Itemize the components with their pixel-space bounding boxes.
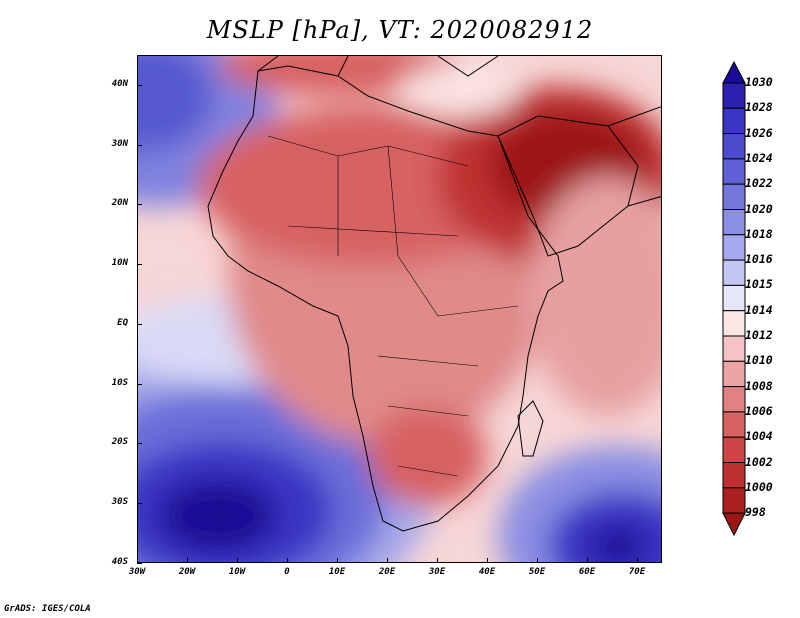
x-tick <box>187 558 188 563</box>
x-tick <box>437 558 438 563</box>
colorbar-bottom-triangle <box>722 512 746 537</box>
x-tick-label: 0 <box>284 567 290 577</box>
colorbar-segment <box>722 107 746 135</box>
colorbar-label: 1012 <box>745 328 773 342</box>
asia-coast <box>607 106 661 207</box>
x-tick <box>337 558 338 563</box>
africa-coast <box>207 65 564 532</box>
colorbar-label: 1000 <box>745 479 773 494</box>
colorbar-label: 1002 <box>745 454 773 469</box>
x-tick <box>637 558 638 563</box>
colorbar-segment <box>722 158 746 185</box>
x-tick <box>137 558 138 563</box>
colorbar-segment <box>722 487 746 514</box>
y-tick <box>137 264 142 266</box>
colorbar-label: 998 <box>745 505 766 520</box>
y-tick-label: 10S <box>111 377 128 388</box>
colorbar-segment <box>722 462 746 489</box>
y-tick <box>137 383 142 385</box>
colorbar-label: 1018 <box>745 226 773 241</box>
y-tick-label: 40S <box>111 557 128 567</box>
colorbar-label: 1020 <box>745 201 773 216</box>
y-tick <box>137 204 142 206</box>
y-tick-label: 40N <box>111 78 128 89</box>
sa-high-core <box>158 478 278 554</box>
colorbar-label: 1008 <box>745 378 773 393</box>
med-light <box>398 66 518 116</box>
x-tick-label: 70E <box>628 567 646 577</box>
colorbar-segment <box>722 310 746 337</box>
colorbar-label: 1028 <box>745 100 773 115</box>
colorbar-label: 1004 <box>745 429 773 444</box>
y-tick-label: 30N <box>111 138 128 149</box>
colorbar-segment <box>722 234 746 261</box>
x-tick <box>537 558 538 563</box>
colorbar-segment <box>722 209 746 236</box>
io-mid <box>528 176 661 416</box>
colorbar-label: 1024 <box>745 150 773 165</box>
x-tick-label: 50E <box>528 567 546 577</box>
kalahari-low <box>368 406 488 506</box>
colorbar-segment <box>722 284 746 312</box>
x-tick-label: 30W <box>128 567 146 577</box>
colorbar-segment <box>722 259 746 286</box>
x-tick <box>237 558 238 563</box>
x-tick-label: 60E <box>578 567 596 577</box>
nw-high-inner <box>138 56 213 151</box>
y-tick <box>137 443 142 445</box>
colorbar-label: 1016 <box>745 252 773 267</box>
colorbar-segment <box>722 411 746 438</box>
x-tick <box>487 558 488 563</box>
colorbar-label: 1015 <box>745 277 773 292</box>
x-tick-label: 20W <box>178 567 196 577</box>
y-tick-label: 20N <box>111 198 128 209</box>
colorbar-label: 1026 <box>745 125 773 140</box>
colorbar-top-triangle <box>722 61 746 84</box>
map-panel <box>137 55 662 563</box>
colorbar-segment <box>722 335 746 362</box>
pressure-map <box>138 56 661 562</box>
x-tick <box>287 558 288 563</box>
madagascar-coast <box>517 400 544 457</box>
x-tick-label: 30E <box>428 567 446 577</box>
pressure-field <box>138 56 661 562</box>
y-tick-label: 20S <box>111 437 128 448</box>
colorbar-label: 1006 <box>745 403 773 418</box>
y-tick-label: EQ <box>117 317 128 328</box>
colorbar-label: 1030 <box>745 75 773 89</box>
coastlines <box>207 56 661 532</box>
y-tick <box>137 144 142 146</box>
x-tick <box>387 558 388 563</box>
footer-credit: GrADS: IGES/COLA <box>4 604 91 614</box>
y-tick <box>137 563 142 564</box>
x-tick-label: 40E <box>478 567 496 577</box>
y-tick <box>137 323 142 325</box>
y-tick <box>137 84 142 86</box>
colorbar-segment <box>722 386 746 413</box>
x-tick-label: 20E <box>378 567 396 577</box>
colorbar-segment <box>722 183 746 210</box>
y-tick-label: 30S <box>111 497 128 508</box>
colorbar-label: 1010 <box>745 353 773 368</box>
colorbar-label: 1022 <box>745 176 773 191</box>
colorbar-graphic <box>722 61 746 537</box>
plot-title: MSLP [hPa], VT: 2020082912 <box>206 16 594 44</box>
colorbar-segment <box>722 133 746 160</box>
colorbar-segment <box>722 360 746 388</box>
europe-coast <box>257 56 499 77</box>
country-borders <box>267 135 519 477</box>
colorbar-segment <box>722 436 746 464</box>
io-high-core <box>588 526 648 562</box>
x-tick-label: 10E <box>328 567 346 577</box>
x-tick <box>587 558 588 563</box>
colorbar-label: 1014 <box>745 302 773 317</box>
y-tick <box>137 503 142 505</box>
colorbar-segment <box>722 82 746 109</box>
y-tick-label: 10N <box>111 258 128 269</box>
x-tick-label: 10W <box>228 567 246 577</box>
